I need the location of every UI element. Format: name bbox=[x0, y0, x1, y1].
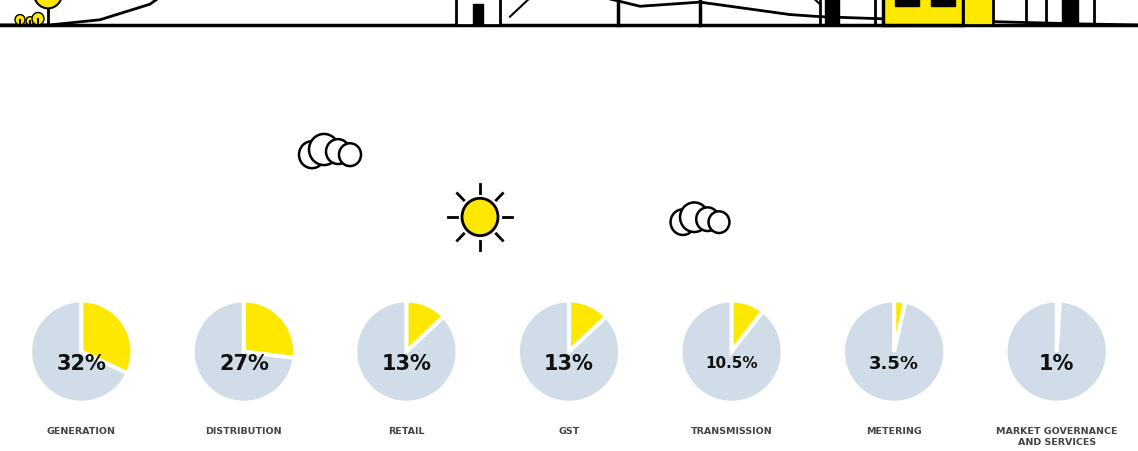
Circle shape bbox=[670, 210, 695, 235]
Circle shape bbox=[310, 135, 339, 166]
Circle shape bbox=[32, 14, 44, 26]
Text: 10.5%: 10.5% bbox=[706, 355, 758, 371]
Bar bbox=[931, 0, 955, 7]
Text: MARKET GOVERNANCE
AND SERVICES: MARKET GOVERNANCE AND SERVICES bbox=[996, 426, 1118, 446]
Text: 27%: 27% bbox=[218, 353, 269, 373]
Text: GENERATION: GENERATION bbox=[47, 426, 116, 435]
Wedge shape bbox=[406, 301, 444, 352]
Circle shape bbox=[339, 144, 361, 167]
Wedge shape bbox=[30, 301, 132, 403]
Circle shape bbox=[34, 0, 61, 9]
Circle shape bbox=[15, 15, 25, 26]
Circle shape bbox=[26, 18, 34, 26]
Circle shape bbox=[681, 203, 709, 233]
Wedge shape bbox=[518, 301, 620, 403]
Wedge shape bbox=[81, 301, 132, 373]
Wedge shape bbox=[732, 301, 762, 352]
Text: TRANSMISSION: TRANSMISSION bbox=[691, 426, 773, 435]
Wedge shape bbox=[894, 301, 906, 352]
Bar bbox=[825, 0, 839, 26]
Wedge shape bbox=[1006, 301, 1108, 403]
Wedge shape bbox=[843, 301, 946, 403]
Circle shape bbox=[462, 199, 498, 236]
Text: 13%: 13% bbox=[544, 353, 594, 373]
Text: RETAIL: RETAIL bbox=[388, 426, 424, 435]
Bar bbox=[456, 0, 500, 26]
Text: 13%: 13% bbox=[381, 353, 431, 373]
Text: 1%: 1% bbox=[1039, 353, 1074, 373]
Text: GST: GST bbox=[559, 426, 579, 435]
Bar bbox=[963, 0, 993, 26]
Circle shape bbox=[325, 140, 351, 165]
Wedge shape bbox=[1057, 301, 1059, 352]
Text: DISTRIBUTION: DISTRIBUTION bbox=[206, 426, 282, 435]
Text: METERING: METERING bbox=[866, 426, 922, 435]
Bar bbox=[1062, 0, 1078, 26]
Wedge shape bbox=[192, 301, 295, 403]
Wedge shape bbox=[681, 301, 783, 403]
Circle shape bbox=[299, 142, 325, 169]
Text: 32%: 32% bbox=[57, 353, 106, 373]
Bar bbox=[883, 0, 963, 26]
Wedge shape bbox=[244, 301, 295, 358]
Wedge shape bbox=[355, 301, 457, 403]
Wedge shape bbox=[569, 301, 607, 352]
Circle shape bbox=[696, 208, 719, 231]
Text: 3.5%: 3.5% bbox=[869, 354, 920, 372]
Circle shape bbox=[709, 212, 729, 234]
Bar bbox=[473, 5, 483, 26]
Bar bbox=[894, 0, 920, 7]
